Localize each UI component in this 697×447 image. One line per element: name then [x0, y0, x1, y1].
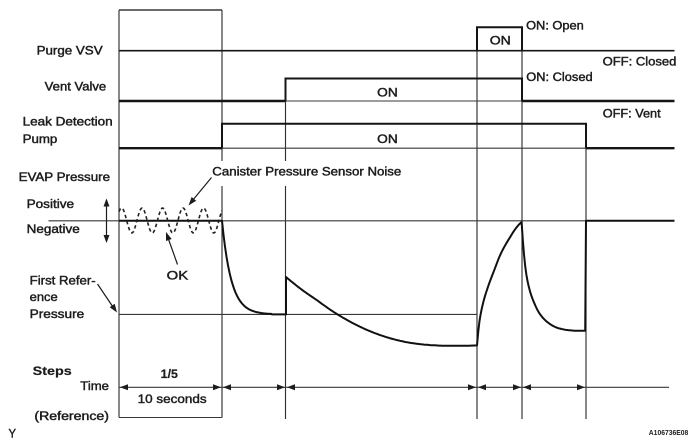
svg-text:ON: ON [490, 33, 511, 47]
svg-text:OK: OK [167, 268, 188, 282]
svg-text:Purge VSV: Purge VSV [37, 43, 104, 57]
svg-text:Y: Y [9, 427, 17, 441]
svg-text:OFF: Vent: OFF: Vent [603, 106, 661, 120]
svg-text:Negative: Negative [27, 222, 80, 236]
svg-text:ON: Open: ON: Open [526, 19, 584, 33]
svg-text:OFF: Closed: OFF: Closed [603, 54, 677, 68]
svg-text:Pump: Pump [23, 132, 58, 146]
svg-text:Positive: Positive [27, 197, 75, 211]
svg-text:First Refer-: First Refer- [30, 274, 96, 288]
svg-text:(Reference): (Reference) [34, 409, 109, 423]
svg-text:ON: ON [377, 86, 398, 100]
svg-text:Steps: Steps [33, 364, 72, 378]
svg-text:EVAP Pressure: EVAP Pressure [19, 170, 111, 184]
svg-text:ON: Closed: ON: Closed [526, 70, 592, 84]
svg-text:Leak Detection: Leak Detection [23, 115, 113, 129]
svg-text:Time: Time [80, 379, 109, 393]
svg-text:ence: ence [30, 290, 58, 304]
svg-text:1/5: 1/5 [161, 367, 178, 381]
svg-text:Pressure: Pressure [30, 307, 85, 321]
svg-text:10 seconds: 10 seconds [138, 392, 207, 406]
svg-text:ON: ON [377, 132, 398, 146]
svg-text:A106736E08: A106736E08 [649, 430, 689, 437]
svg-text:Canister Pressure Sensor Noise: Canister Pressure Sensor Noise [212, 164, 401, 178]
svg-text:Vent Valve: Vent Valve [45, 80, 107, 94]
